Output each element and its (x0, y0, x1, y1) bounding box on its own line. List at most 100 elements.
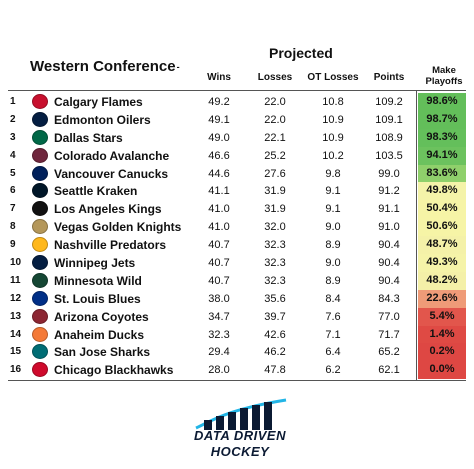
playoff-odds-cell: 98.6% (418, 93, 466, 111)
playoff-odds-cell: 94.1% (418, 146, 466, 165)
playoffs-column-divider (416, 90, 417, 380)
team-wins: 49.0 (208, 131, 230, 144)
table-row: 7 Los Angeles Kings 41.0 31.9 9.1 91.1 50.4% (0, 200, 474, 219)
playoff-odds-cell: 22.6% (418, 289, 466, 308)
team-name: Chicago Blackhawks (54, 363, 174, 378)
team-rank: 10 (10, 257, 22, 269)
team-losses: 42.6 (264, 328, 286, 341)
brand-line2: HOCKEY (210, 444, 270, 459)
team-losses: 31.9 (264, 203, 286, 216)
team-rank: 14 (10, 328, 22, 340)
playoff-odds-cell: 0.2% (418, 343, 466, 362)
team-name: Colorado Avalanche (54, 148, 170, 163)
standings-table: 1 Calgary Flames 49.2 22.0 10.8 109.2 98.6% 2 Ed… (0, 93, 474, 380)
team-name: Seattle Kraken (54, 184, 138, 199)
header-divider-line (8, 90, 466, 91)
team-rank: 9 (10, 239, 16, 251)
winnipeg-jets-logo (32, 255, 48, 271)
arizona-coyotes-logo (32, 308, 48, 324)
team-name: Vegas Golden Knights (54, 220, 182, 235)
playoff-odds-cell: 98.7% (418, 110, 466, 129)
team-wins: 49.1 (208, 113, 230, 126)
playoff-odds-cell: 83.6% (418, 164, 466, 183)
table-row: 2 Edmonton Oilers 49.1 22.0 10.9 109.1 98.7% (0, 110, 474, 129)
team-name: Los Angeles Kings (54, 202, 162, 217)
table-row: 10 Winnipeg Jets 40.7 32.3 9.0 90.4 49.3% (0, 254, 474, 272)
team-wins: 41.0 (208, 203, 230, 216)
calgary-flames-logo (32, 94, 48, 109)
team-wins: 40.7 (208, 274, 230, 287)
playoff-odds-cell: 49.8% (418, 182, 466, 201)
team-ot-losses: 9.0 (325, 257, 341, 270)
team-rank: 6 (10, 185, 16, 197)
playoff-odds-cell: 48.2% (418, 271, 466, 290)
team-ot-losses: 7.1 (325, 328, 341, 341)
conference-title-glyph: - (176, 62, 180, 73)
team-wins: 38.0 (208, 292, 230, 305)
team-name: Winnipeg Jets (54, 256, 136, 271)
team-ot-losses: 10.9 (322, 113, 344, 126)
team-wins: 46.6 (208, 149, 230, 162)
team-ot-losses: 9.8 (325, 167, 341, 180)
vegas-golden-knights-logo (32, 219, 48, 235)
team-losses: 47.8 (264, 364, 286, 377)
team-rank: 13 (10, 310, 22, 322)
team-ot-losses: 8.9 (325, 274, 341, 287)
team-points: 91.2 (378, 185, 400, 198)
brand-bar (264, 402, 272, 430)
team-points: 65.2 (378, 346, 400, 359)
playoff-odds-cell: 49.3% (418, 254, 466, 272)
team-wins: 44.6 (208, 167, 230, 180)
playoff-odds-cell: 48.7% (418, 236, 466, 255)
team-ot-losses: 9.1 (325, 203, 341, 216)
table-row: 13 Arizona Coyotes 34.7 39.7 7.6 77.0 5.4% (0, 307, 474, 326)
column-header-points: Points (373, 72, 405, 83)
team-rank: 4 (10, 149, 16, 161)
minnesota-wild-logo (32, 272, 48, 288)
team-ot-losses: 10.9 (322, 131, 344, 144)
san-jose-sharks-logo (32, 344, 48, 360)
table-row: 3 Dallas Stars 49.0 22.1 10.9 108.9 98.3% (0, 128, 474, 147)
table-row: 14 Anaheim Ducks 32.3 42.6 7.1 71.7 1.4% (0, 325, 474, 344)
conference-title-text: Western Conference (30, 58, 176, 75)
team-ot-losses: 10.2 (322, 149, 344, 162)
team-name: St. Louis Blues (54, 291, 141, 306)
team-rank: 5 (10, 167, 16, 179)
table-row: 16 Chicago Blackhawks 28.0 47.8 6.2 62.1 0.0% (0, 361, 474, 380)
playoff-odds-cell: 5.4% (418, 307, 466, 326)
team-rank: 3 (10, 131, 16, 143)
team-points: 84.3 (378, 292, 400, 305)
team-losses: 32.3 (264, 239, 286, 252)
team-points: 91.0 (378, 221, 400, 234)
team-rank: 1 (10, 96, 16, 107)
team-name: Nashville Predators (54, 238, 167, 253)
team-rank: 7 (10, 203, 16, 215)
team-points: 90.4 (378, 257, 400, 270)
table-row: 4 Colorado Avalanche 46.6 25.2 10.2 103.5 94.1… (0, 146, 474, 165)
team-rank: 12 (10, 292, 22, 304)
brand-bar (216, 416, 224, 430)
team-losses: 25.2 (264, 149, 286, 162)
team-ot-losses: 9.0 (325, 221, 341, 234)
team-rank: 15 (10, 346, 22, 358)
brand-bar (204, 420, 212, 430)
team-name: Edmonton Oilers (54, 112, 151, 127)
make-playoffs-line1: Make (432, 65, 456, 76)
team-rank: 8 (10, 221, 16, 233)
projected-label: Projected (269, 45, 333, 61)
table-row: 6 Seattle Kraken 41.1 31.9 9.1 91.2 49.8% (0, 182, 474, 201)
team-losses: 32.0 (264, 221, 286, 234)
team-points: 99.0 (378, 167, 400, 180)
playoff-odds-cell: 50.4% (418, 200, 466, 219)
table-row: 12 St. Louis Blues 38.0 35.6 8.4 84.3 22.6% (0, 289, 474, 308)
team-wins: 41.1 (208, 185, 230, 198)
team-points: 103.5 (375, 149, 403, 162)
team-wins: 41.0 (208, 221, 230, 234)
team-points: 90.4 (378, 274, 400, 287)
team-wins: 40.7 (208, 257, 230, 270)
team-name: Minnesota Wild (54, 273, 142, 288)
team-name: San Jose Sharks (54, 345, 151, 360)
team-ot-losses: 6.2 (325, 364, 341, 377)
team-points: 108.9 (375, 131, 403, 144)
team-losses: 39.7 (264, 310, 286, 323)
